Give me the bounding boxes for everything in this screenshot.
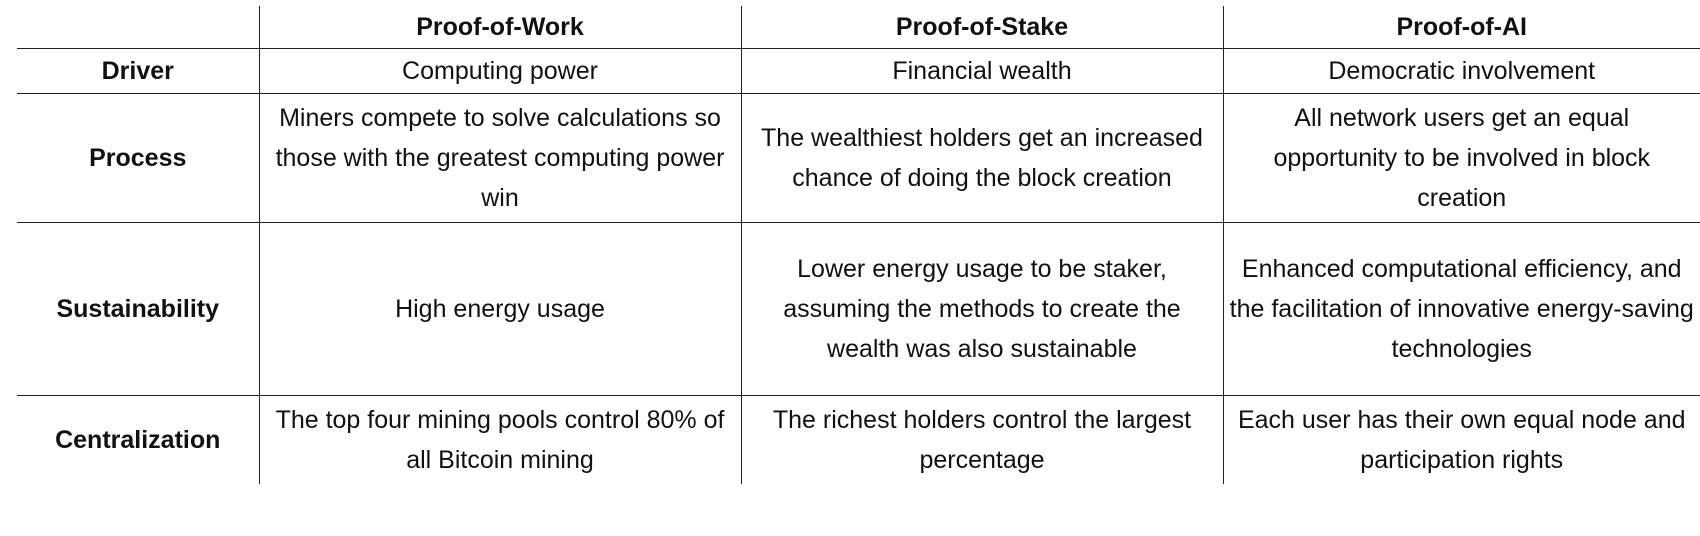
cell-driver-proof-of-stake: Financial wealth: [740, 48, 1224, 94]
table-row-sustainability: Sustainability High energy usage Lower e…: [17, 222, 1700, 396]
table-row-driver: Driver Computing power Financial wealth …: [17, 48, 1700, 94]
column-header-proof-of-stake: Proof-of-Stake: [740, 6, 1224, 49]
cell-sustainability-proof-of-work: High energy usage: [258, 222, 742, 396]
cell-centralization-proof-of-ai: Each user has their own equal node and p…: [1222, 395, 1700, 484]
row-header-sustainability: Sustainability: [17, 222, 260, 396]
table-row-process: Process Miners compete to solve calculat…: [17, 93, 1700, 223]
cell-process-proof-of-work: Miners compete to solve calculations so …: [258, 93, 742, 223]
cell-centralization-proof-of-work: The top four mining pools control 80% of…: [258, 395, 742, 484]
row-header-process: Process: [17, 93, 260, 223]
row-header-driver: Driver: [17, 48, 260, 94]
cell-centralization-proof-of-stake: The richest holders control the largest …: [740, 395, 1224, 484]
column-header-proof-of-work: Proof-of-Work: [258, 6, 742, 49]
cell-process-proof-of-stake: The wealthiest holders get an increased …: [740, 93, 1224, 223]
table-header: Proof-of-Work Proof-of-Stake Proof-of-AI: [17, 6, 1700, 49]
cell-driver-proof-of-work: Computing power: [258, 48, 742, 94]
row-header-centralization: Centralization: [17, 395, 260, 484]
table-body: Driver Computing power Financial wealth …: [17, 48, 1700, 484]
corner-cell: [17, 6, 260, 49]
cell-sustainability-proof-of-stake: Lower energy usage to be staker, assumin…: [740, 222, 1224, 396]
column-header-proof-of-ai: Proof-of-AI: [1222, 6, 1700, 49]
cell-sustainability-proof-of-ai: Enhanced computational efficiency, and t…: [1222, 222, 1700, 396]
cell-process-proof-of-ai: All network users get an equal opportuni…: [1222, 93, 1700, 223]
header-row: Proof-of-Work Proof-of-Stake Proof-of-AI: [17, 6, 1700, 49]
cell-driver-proof-of-ai: Democratic involvement: [1222, 48, 1700, 94]
consensus-comparison-table: Proof-of-Work Proof-of-Stake Proof-of-AI…: [17, 6, 1700, 484]
table-row-centralization: Centralization The top four mining pools…: [17, 395, 1700, 484]
